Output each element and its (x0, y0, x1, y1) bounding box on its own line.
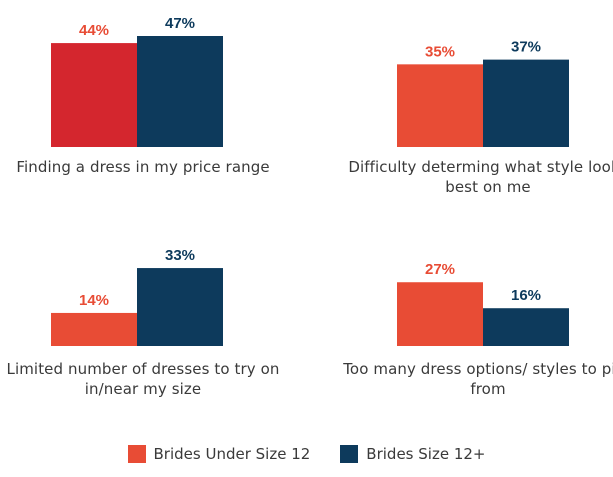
bar-1-under-12 (51, 43, 137, 147)
data-label-4-12-plus: 16% (511, 287, 541, 304)
data-label-1-12-plus: 47% (165, 15, 195, 32)
bar-2-under-12 (397, 64, 483, 147)
data-label-4-under-12: 27% (425, 261, 455, 278)
bar-3-12-plus (137, 268, 223, 346)
legend-item-12-plus: Brides Size 12+ (340, 445, 485, 463)
legend-label-12-plus: Brides Size 12+ (366, 445, 486, 463)
legend-label-under-12: Brides Under Size 12 (153, 445, 311, 463)
bar-4-12-plus (483, 308, 569, 346)
legend-swatch-under-12 (127, 445, 146, 463)
bar-2-12-plus (483, 59, 569, 147)
bar-1-12-plus (137, 36, 223, 147)
legend: Brides Under Size 12 Brides Size 12+ (0, 445, 613, 463)
category-label-3: Limited number of dresses to try on in/n… (6, 360, 280, 398)
data-label-1-under-12: 44% (79, 22, 109, 39)
bar-3-under-12 (51, 312, 137, 346)
category-label-4: Too many dress options/ styles to pick f… (343, 360, 613, 398)
data-label-3-12-plus: 33% (165, 247, 195, 264)
data-label-2-12-plus: 37% (511, 39, 541, 56)
bar-4-under-12 (397, 282, 483, 346)
data-label-3-under-12: 14% (79, 292, 109, 309)
category-label-2: Difficulty determing what style looks be… (348, 158, 613, 196)
category-label-1: Finding a dress in my price range (16, 158, 270, 176)
legend-swatch-12-plus (340, 445, 359, 463)
legend-item-under-12: Brides Under Size 12 (127, 445, 311, 463)
data-label-2-under-12: 35% (425, 43, 455, 60)
